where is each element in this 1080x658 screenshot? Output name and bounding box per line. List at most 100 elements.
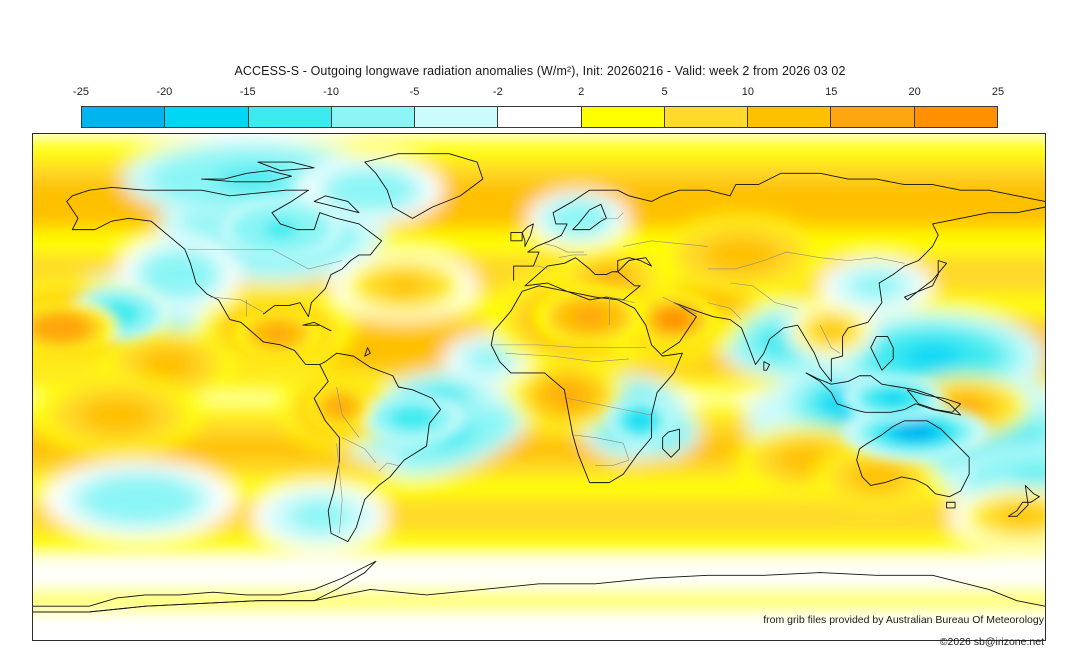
anomaly-blob xyxy=(349,180,391,200)
world-anomaly-map xyxy=(33,134,1045,640)
colorbar-tick-labels: -25 -20 -15 -10 -5 -2 2 5 10 15 20 25 xyxy=(73,86,1004,104)
border-path xyxy=(336,443,343,534)
anomaly-blob xyxy=(93,404,141,427)
colorbar: -25 -20 -15 -10 -5 -2 2 5 10 15 20 25 xyxy=(73,86,1004,128)
anomaly-blob xyxy=(113,488,167,511)
colorbar-bin-9 xyxy=(831,107,915,127)
coastline-path xyxy=(1008,484,1040,517)
colorbar-swatches xyxy=(81,106,998,128)
border-path xyxy=(730,282,798,309)
border-path xyxy=(786,251,905,264)
anomaly-blob xyxy=(717,243,766,266)
anomaly-blob xyxy=(630,413,650,428)
border-path xyxy=(336,386,360,438)
coastline-path xyxy=(763,361,770,371)
border-path xyxy=(595,459,630,466)
anomaly-blob xyxy=(149,354,187,375)
coastline-path xyxy=(662,206,1045,382)
border-path xyxy=(505,352,629,363)
border-path xyxy=(819,325,840,354)
colorbar-bin-6 xyxy=(581,107,665,127)
border-path xyxy=(567,397,652,416)
anomaly-blob xyxy=(788,450,830,470)
colorbar-bin-7 xyxy=(664,107,749,127)
colorbar-bin-10 xyxy=(914,107,997,127)
anomaly-blob xyxy=(433,426,476,449)
coastline-path xyxy=(302,321,332,332)
border-path xyxy=(707,251,787,270)
data-source-credit: from grib files provided by Australian B… xyxy=(763,614,1044,626)
coastline-path xyxy=(521,223,534,247)
anomaly-blob xyxy=(264,326,291,341)
colorbar-tick-5: 5 xyxy=(661,86,668,98)
anomaly-blob xyxy=(661,311,687,328)
coastline-path xyxy=(856,420,970,498)
coastline-path xyxy=(66,200,321,365)
colorbar-tick-neg25: -25 xyxy=(73,86,89,98)
anomaly-blob xyxy=(1002,507,1043,525)
coastline-path xyxy=(870,335,894,371)
border-path xyxy=(623,240,708,247)
anomaly-blob xyxy=(475,351,501,366)
chart-title: ACCESS-S - Outgoing longwave radiation a… xyxy=(234,64,846,78)
border-path xyxy=(600,212,624,219)
border-path xyxy=(558,254,587,259)
border-path xyxy=(608,296,635,326)
anomaly-blob xyxy=(551,385,583,406)
border-path xyxy=(491,344,646,348)
coastline-path xyxy=(510,231,523,242)
border-path xyxy=(210,296,267,315)
coastline-path xyxy=(617,257,652,273)
anomaly-blob xyxy=(263,220,298,239)
anomaly-blob xyxy=(895,424,937,440)
colorbar-tick-15: 15 xyxy=(825,86,838,98)
coastline-path xyxy=(805,372,962,416)
coastline-path xyxy=(906,389,962,413)
coastlines xyxy=(33,153,1045,613)
anomaly-blob xyxy=(901,343,965,369)
coastline-path xyxy=(662,428,680,458)
colorbar-tick-10: 10 xyxy=(741,86,755,98)
colorbar-bin-4 xyxy=(415,107,499,127)
coastline-path xyxy=(257,161,315,172)
colorbar-tick-neg2: -2 xyxy=(492,86,503,98)
country-borders xyxy=(187,212,905,534)
border-path xyxy=(572,434,630,461)
anomaly-blob xyxy=(300,506,339,526)
coastline-path xyxy=(946,501,956,509)
anomaly-blob xyxy=(329,399,349,414)
map-panel xyxy=(32,133,1046,641)
border-path xyxy=(533,265,548,270)
coastline-path xyxy=(572,203,607,231)
colorbar-bin-3 xyxy=(331,107,416,127)
coastline-path xyxy=(313,352,442,543)
anomaly-blob xyxy=(818,322,844,339)
border-path xyxy=(707,302,742,320)
anomaly-blob xyxy=(879,391,908,405)
colorbar-bin-2 xyxy=(248,107,332,127)
border-path xyxy=(271,248,343,270)
coastline-path xyxy=(904,260,948,301)
coastline-path xyxy=(33,572,1045,613)
anomaly-blob xyxy=(859,468,894,486)
coastline-path xyxy=(490,285,683,484)
anomaly-blob xyxy=(398,410,427,426)
copyright-credit: ©2026 sb@irizone.net xyxy=(939,636,1044,648)
coastline-path xyxy=(513,172,1045,281)
colorbar-tick-neg15: -15 xyxy=(239,86,256,98)
colorbar-tick-25: 25 xyxy=(991,86,1005,98)
colorbar-tick-neg5: -5 xyxy=(409,86,420,98)
coastline-path xyxy=(66,186,383,318)
colorbar-bin-0 xyxy=(82,107,166,127)
colorbar-bin-1 xyxy=(165,107,249,127)
anomaly-blob xyxy=(573,308,606,326)
anomaly-field-detail xyxy=(33,198,989,461)
anomaly-blob xyxy=(45,320,77,336)
anomaly-band xyxy=(33,590,1045,611)
border-path xyxy=(342,437,377,464)
anomaly-blob xyxy=(383,276,425,296)
colorbar-tick-20: 20 xyxy=(908,86,921,98)
colorbar-bin-8 xyxy=(748,107,832,127)
colorbar-tick-2: 2 xyxy=(578,86,585,98)
